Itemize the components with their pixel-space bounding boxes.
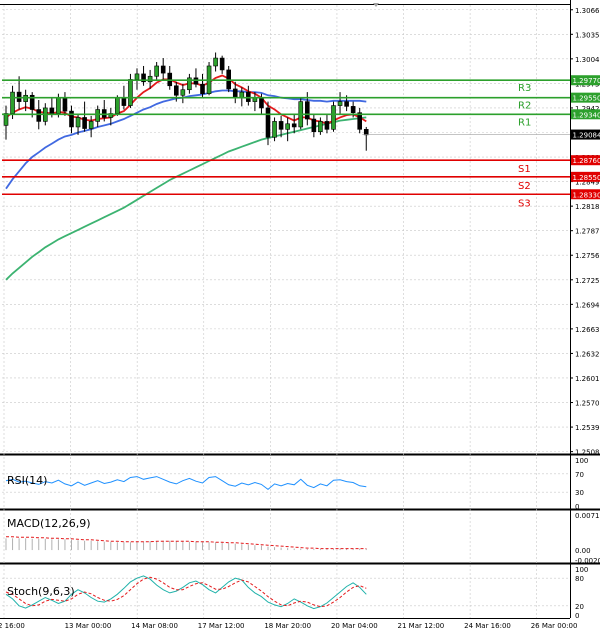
- level-name-s3: S3: [518, 198, 531, 209]
- candle-bullish: [11, 92, 15, 113]
- time-tick-label: 14 Mar 08:00: [131, 622, 178, 630]
- stoch-tick-label: 100: [575, 566, 588, 574]
- candle-bearish: [233, 89, 237, 98]
- level-name-s2: S2: [518, 181, 531, 192]
- candle-bullish: [181, 90, 185, 96]
- candle-bullish: [89, 121, 93, 128]
- candle-bullish: [56, 98, 60, 114]
- time-tick-label: 18 Mar 20:00: [264, 622, 311, 630]
- candle-bullish: [128, 79, 132, 105]
- candle-bullish: [318, 121, 322, 131]
- candle-bearish: [266, 108, 270, 137]
- macd-tick-label: -0.00203: [575, 557, 600, 565]
- candle-bearish: [201, 84, 205, 94]
- price-tick-label: 1.26320: [575, 350, 600, 358]
- time-tick-label: 21 Mar 12:00: [398, 622, 445, 630]
- candle-bullish: [4, 113, 8, 125]
- candle-bullish: [214, 58, 218, 66]
- rsi-label: RSI(14): [7, 474, 47, 487]
- time-tick-label: 13 Mar 00:00: [65, 622, 112, 630]
- macd-label: MACD(12,26,9): [7, 517, 91, 530]
- candle-bearish: [259, 98, 263, 108]
- level-price-label: 1.28330: [573, 191, 600, 199]
- candle-bullish: [115, 98, 119, 114]
- candle-bullish: [76, 117, 80, 127]
- stoch-tick-label: 0: [575, 612, 579, 620]
- time-tick-label: 24 Mar 16:00: [464, 622, 511, 630]
- price-tick-label: 1.26630: [575, 326, 600, 334]
- candle-bullish: [332, 106, 336, 130]
- candle-bearish: [83, 117, 87, 128]
- candle-bullish: [338, 102, 342, 106]
- price-tick-label: 1.27250: [575, 277, 600, 285]
- candle-bearish: [345, 102, 349, 107]
- level-price-label: 1.28550: [573, 174, 600, 182]
- stoch-label: Stoch(9,6,3): [7, 585, 75, 598]
- candle-bearish: [279, 121, 283, 129]
- candle-bullish: [135, 74, 139, 80]
- time-tick-label: 17 Mar 12:00: [198, 622, 245, 630]
- price-tick-label: 1.25390: [575, 424, 600, 432]
- candle-bearish: [364, 129, 368, 135]
- price-tick-label: 1.26940: [575, 301, 600, 309]
- current-price-label: 1.29084: [573, 132, 600, 140]
- candle-bullish: [286, 124, 290, 130]
- price-tick-label: 1.30350: [575, 31, 600, 39]
- time-tick-label: 26 Mar 00:00: [531, 622, 578, 630]
- time-tick-label: 2 16:00: [0, 622, 25, 630]
- level-price-label: 1.28760: [573, 157, 600, 165]
- level-price-label: 1.29550: [573, 95, 600, 103]
- candle-bullish: [155, 66, 159, 76]
- rsi-tick-label: 70: [575, 471, 584, 479]
- candle-bullish: [240, 92, 244, 98]
- candle-bearish: [63, 98, 67, 111]
- time-tick-label: 20 Mar 04:00: [331, 622, 378, 630]
- rsi-tick-label: 100: [575, 457, 588, 465]
- level-price-label: 1.29770: [573, 77, 600, 85]
- candle-bearish: [292, 124, 296, 127]
- level-price-label: 1.29340: [573, 111, 600, 119]
- price-tick-label: 1.27870: [575, 228, 600, 236]
- candle-bearish: [50, 108, 54, 114]
- stoch-tick-label: 20: [575, 603, 584, 611]
- candle-bearish: [161, 66, 165, 73]
- price-tick-label: 1.25080: [575, 449, 600, 457]
- candle-bearish: [358, 113, 362, 130]
- candle-bearish: [351, 106, 355, 112]
- price-tick-label: 1.30040: [575, 56, 600, 64]
- candle-bearish: [305, 102, 309, 119]
- macd-tick-label: 0.00: [575, 547, 591, 555]
- candle-bearish: [312, 119, 316, 132]
- stoch-tick-label: 80: [575, 575, 584, 583]
- candle-bearish: [122, 98, 126, 106]
- level-name-r1: R1: [518, 117, 531, 128]
- level-name-r3: R3: [518, 83, 531, 94]
- rsi-tick-label: 30: [575, 489, 584, 497]
- macd-tick-label: 0.007164: [575, 512, 600, 520]
- price-tick-label: 1.30660: [575, 7, 600, 15]
- candle-bearish: [174, 86, 178, 96]
- price-tick-label: 1.28180: [575, 203, 600, 211]
- price-tick-label: 1.25700: [575, 400, 600, 408]
- rsi-tick-label: 0: [575, 503, 579, 511]
- candle-bullish: [96, 110, 100, 122]
- candle-bearish: [37, 110, 41, 122]
- level-name-r2: R2: [518, 101, 531, 112]
- candle-bearish: [220, 58, 224, 70]
- candle-bullish: [273, 121, 277, 137]
- candle-bearish: [325, 121, 329, 129]
- price-tick-label: 1.26010: [575, 375, 600, 383]
- level-name-s1: S1: [518, 164, 531, 175]
- price-tick-label: 1.27560: [575, 252, 600, 260]
